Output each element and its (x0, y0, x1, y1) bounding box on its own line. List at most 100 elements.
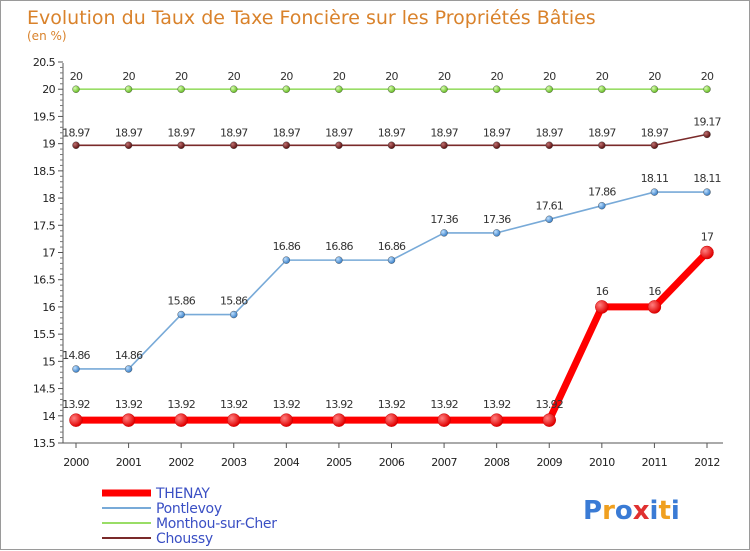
y-tick-label: 16.5 (33, 274, 56, 287)
data-label: 17.36 (430, 213, 458, 226)
data-point (598, 85, 606, 93)
data-point (384, 413, 399, 427)
data-point (387, 85, 396, 93)
data-label: 20 (543, 70, 556, 83)
x-tick-label: 2001 (116, 456, 142, 469)
data-label: 18.11 (693, 172, 721, 185)
data-label: 16 (596, 285, 609, 298)
chart-subtitle: (en %) (27, 29, 67, 43)
logo-letter: i (650, 496, 659, 526)
data-label: 16.86 (325, 240, 353, 253)
data-point (542, 413, 556, 427)
data-point (177, 310, 185, 319)
data-label: 13.92 (378, 398, 406, 411)
legend-label: Monthou-sur-Cher (156, 516, 277, 532)
data-point (647, 300, 662, 314)
x-tick-label: 2000 (63, 456, 89, 469)
x-tick-label: 2012 (694, 456, 720, 469)
series-line-pontlevoy (76, 191, 707, 370)
data-label: 18.11 (641, 172, 669, 185)
data-point (545, 85, 553, 93)
data-label: 13.92 (62, 398, 90, 411)
y-tick-label: 17 (42, 247, 55, 260)
data-point (230, 310, 238, 319)
logo-letter: t (658, 496, 670, 526)
data-label: 13.92 (220, 398, 248, 411)
series-line-thenay (76, 250, 710, 424)
y-tick-label: 13.5 (33, 437, 56, 450)
data-point (177, 141, 185, 149)
data-point (440, 85, 448, 93)
data-label: 18.97 (220, 126, 248, 139)
data-label: 18.97 (325, 126, 353, 139)
data-point (700, 245, 714, 260)
data-label: 16 (648, 285, 661, 298)
data-point (595, 300, 609, 314)
data-label: 18.97 (378, 126, 406, 139)
x-tick-label: 2004 (274, 456, 300, 469)
data-point (650, 85, 659, 93)
data-label: 18.97 (167, 126, 195, 139)
y-tick-label: 19 (42, 138, 55, 151)
series-layer (69, 85, 714, 427)
data-point (177, 85, 185, 93)
data-point (489, 413, 504, 427)
data-point (650, 141, 659, 149)
data-point (387, 256, 396, 264)
data-point (72, 141, 80, 149)
data-point (124, 85, 133, 93)
data-label: 18.97 (588, 126, 616, 139)
data-label: 15.86 (167, 295, 195, 308)
x-tick-label: 2010 (589, 456, 615, 469)
data-point (437, 413, 451, 427)
data-point (545, 141, 553, 149)
data-label: 20 (333, 70, 346, 83)
data-point (387, 141, 396, 149)
x-tick-label: 2003 (221, 456, 247, 469)
y-tick-label: 20.5 (33, 56, 56, 69)
logo-letter: P (583, 496, 602, 526)
x-ticks: 2000 2001 2002 2003 2004 2005 2006 2007 2008 2009… (63, 443, 720, 469)
data-point (440, 229, 448, 237)
legend-label: Choussy (156, 531, 213, 547)
data-point (703, 130, 711, 139)
data-label: 17.86 (588, 186, 616, 199)
logo-letter: x (633, 496, 650, 526)
data-label: 18.97 (115, 126, 143, 139)
data-label: 18.97 (641, 126, 669, 139)
y-tick-label: 19.5 (33, 110, 56, 123)
data-label: 20 (490, 70, 503, 83)
data-point (332, 413, 346, 427)
y-tick-label: 14.5 (33, 383, 56, 396)
data-label: 16.86 (273, 240, 301, 253)
data-label: 18.97 (62, 126, 90, 139)
y-tick-label: 18.5 (33, 165, 56, 178)
data-label: 13.92 (273, 398, 301, 411)
legend-label: Pontlevoy (156, 501, 222, 517)
data-point (69, 413, 83, 427)
x-tick-label: 2005 (326, 456, 352, 469)
data-label: 16.86 (378, 240, 406, 253)
data-label: 14.86 (115, 349, 143, 362)
y-tick-label: 17.5 (33, 219, 56, 232)
x-tick-label: 2009 (536, 456, 562, 469)
y-tick-label: 15.5 (33, 328, 56, 341)
y-ticks: 13.5 14 14.5 15 15.5 16 16.5 17 17.5 18 18.5 19 19.5… (33, 56, 63, 450)
data-label: 20 (228, 70, 241, 83)
data-point (703, 188, 711, 196)
chart-title: Evolution du Taux de Taxe Foncière sur l… (27, 7, 596, 29)
logo-wordmark: Proxiti (583, 496, 680, 526)
data-point (121, 413, 136, 427)
legend-label: THENAY (155, 486, 210, 502)
data-label: 20 (438, 70, 451, 83)
data-label: 20 (596, 70, 609, 83)
data-label: 13.92 (167, 398, 195, 411)
x-tick-label: 2011 (642, 456, 668, 469)
data-label: 20 (385, 70, 398, 83)
logo-letter: o (615, 496, 633, 526)
data-point (598, 141, 606, 149)
data-point (227, 413, 241, 427)
data-point (598, 201, 606, 210)
